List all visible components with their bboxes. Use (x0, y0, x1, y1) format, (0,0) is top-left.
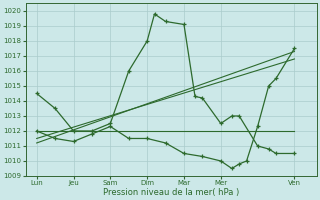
X-axis label: Pression niveau de la mer( hPa ): Pression niveau de la mer( hPa ) (103, 188, 239, 197)
